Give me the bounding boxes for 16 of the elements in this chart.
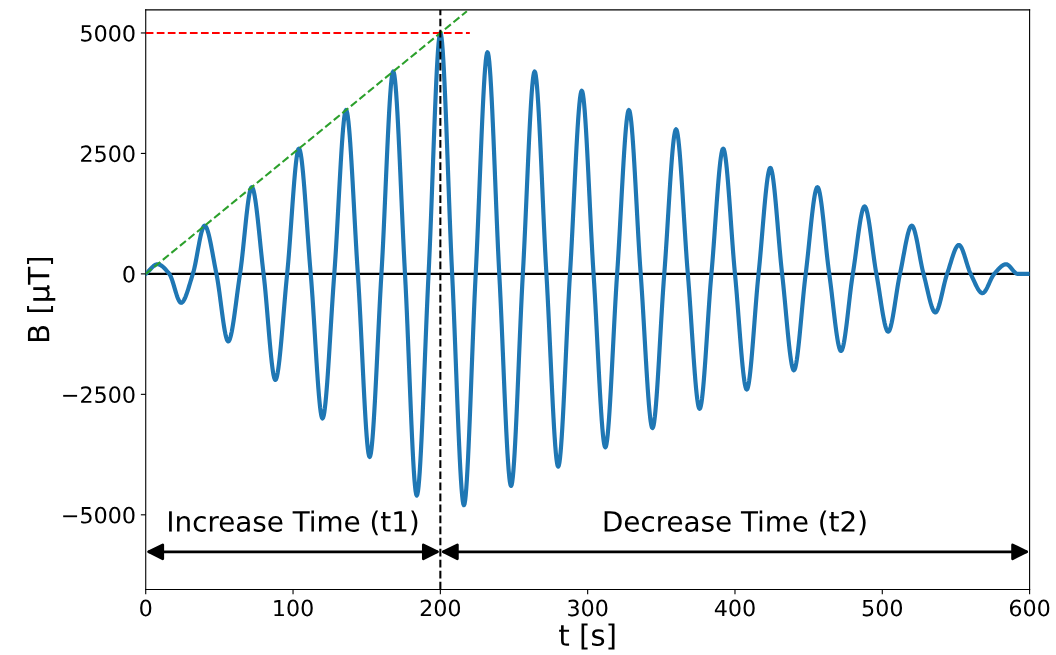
- x-tick-label: 600: [1009, 599, 1050, 617]
- x-tick-label: 500: [862, 599, 903, 617]
- annotation: Decrease Time (t2): [604, 510, 866, 536]
- y-tick-label: −2500: [63, 386, 135, 404]
- y-tick-label: −5000: [63, 506, 135, 524]
- y-tick-label: 2500: [81, 145, 135, 163]
- x-tick-label: 300: [568, 599, 608, 617]
- y-axis-title: B [µT]: [27, 257, 56, 342]
- y-tick-label: 5000: [81, 24, 135, 42]
- y-tick-label: 0: [123, 265, 135, 283]
- x-axis-title: t [s]: [559, 623, 615, 650]
- x-tick-label: 100: [274, 599, 313, 617]
- x-tick-label: 400: [714, 599, 755, 617]
- x-tick-label: 200: [420, 599, 461, 617]
- x-tick-label: 0: [140, 599, 152, 617]
- annotation: Increase Time (t1): [169, 510, 418, 536]
